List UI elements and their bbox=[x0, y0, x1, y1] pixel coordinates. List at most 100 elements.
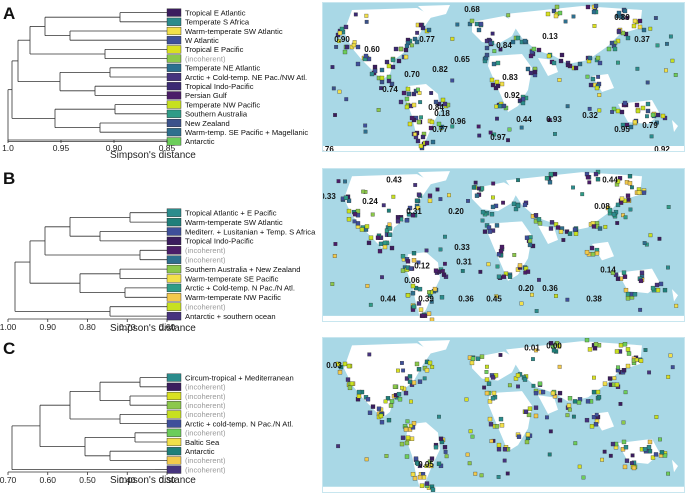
x-axis: 1.00 0.90 0.80 0.70 0.60 bbox=[0, 318, 176, 332]
distance-label: 0.38 bbox=[586, 294, 602, 303]
cluster-swatch bbox=[166, 465, 182, 474]
cluster-label: (incoherent) bbox=[185, 456, 226, 465]
tick-label: 0.40 bbox=[119, 475, 136, 485]
cluster-label: Tropical Atlantic + E Pacific bbox=[185, 209, 277, 218]
cluster-label: Temperate NW Pacific bbox=[185, 100, 260, 109]
tick-label: 1.0 bbox=[2, 143, 14, 153]
dendrogram-branch bbox=[109, 306, 167, 317]
cluster-label: Temperate S Africa bbox=[185, 18, 250, 27]
dendrogram-branch bbox=[139, 377, 167, 388]
cluster-label: (incoherent) bbox=[185, 256, 226, 265]
grid-cells bbox=[335, 337, 675, 492]
distance-label: 0.74 bbox=[382, 85, 398, 94]
cluster-label: Southern Australia bbox=[185, 110, 248, 119]
cluster-swatch bbox=[166, 17, 182, 26]
cluster-label: New Zealand bbox=[185, 119, 230, 128]
cluster-label: Tropical E Atlantic bbox=[185, 8, 246, 17]
distance-label: 0.32 bbox=[582, 111, 598, 120]
distance-label: 0.44 bbox=[602, 175, 618, 184]
cluster-swatch bbox=[166, 401, 182, 410]
distance-label: 0.01 bbox=[524, 344, 540, 353]
distance-label: 0.82 bbox=[432, 65, 448, 74]
distance-label: 0.18 bbox=[434, 109, 450, 118]
cluster-swatch bbox=[166, 8, 182, 17]
axis-title: Simpson's distance bbox=[110, 150, 196, 161]
cluster-swatch bbox=[166, 236, 182, 246]
dendrogram-branch bbox=[109, 67, 167, 78]
cluster-swatch bbox=[166, 217, 182, 227]
tick-label: 0.30 bbox=[159, 475, 176, 485]
tick-label: 0.60 bbox=[159, 322, 176, 332]
distance-label: 0.43 bbox=[386, 175, 402, 184]
dendrogram-branch bbox=[69, 391, 120, 420]
cluster-swatch bbox=[166, 63, 182, 72]
distance-label: 0.84 bbox=[428, 103, 444, 112]
dendrogram-branch bbox=[119, 414, 167, 424]
cluster-label: (incoherent) bbox=[185, 410, 226, 419]
dendrogram-branch bbox=[11, 60, 55, 119]
tick-label: 0.50 bbox=[79, 475, 96, 485]
cluster-swatch bbox=[166, 293, 182, 302]
distance-label: 0.06 bbox=[404, 276, 420, 285]
cluster-label: (incoherent) bbox=[185, 401, 226, 410]
distance-label: 0.92 bbox=[504, 91, 520, 100]
cluster-swatch bbox=[166, 91, 182, 100]
cluster-label: Warm-temperate NW Pacific bbox=[185, 293, 281, 302]
dendrogram-branch bbox=[44, 16, 120, 36]
cluster-label: Warm-temperate SE Pacific bbox=[185, 274, 279, 283]
cluster-swatch bbox=[166, 419, 182, 428]
world-map: 0.01 0.00 0.03 0.05 bbox=[322, 337, 685, 493]
cluster-label: Warm-temperate SW Atlantic bbox=[185, 218, 283, 227]
cluster-swatch bbox=[166, 118, 182, 128]
grid-cells bbox=[330, 3, 678, 151]
distance-label: 0.36 bbox=[458, 294, 474, 303]
cluster-label: (incoherent) bbox=[185, 54, 226, 63]
dendrogram-branch bbox=[59, 72, 110, 92]
dendrogram-branch bbox=[11, 425, 155, 471]
dendrogram-branch bbox=[14, 261, 110, 312]
cluster-label: Warm-temp. SE Pacific + Magellanic bbox=[185, 128, 308, 137]
tick-label: 0.85 bbox=[159, 143, 176, 153]
cluster-label: (incoherent) bbox=[185, 303, 226, 312]
distance-label: 0.60 bbox=[364, 45, 380, 54]
cluster-label: Baltic Sea bbox=[185, 438, 220, 447]
cluster-label: Circum-tropical + Mediterranean bbox=[185, 373, 294, 382]
cluster-swatch bbox=[166, 82, 182, 91]
dendrogram-branch bbox=[139, 249, 167, 261]
cluster-swatch bbox=[166, 208, 182, 217]
cluster-swatch bbox=[166, 36, 182, 45]
cluster-label: (incoherent) bbox=[185, 383, 226, 392]
panel-letter: C bbox=[3, 339, 16, 358]
dendrogram-branch bbox=[79, 273, 125, 293]
distance-label: 0.79 bbox=[642, 121, 658, 130]
tick-label: 0.60 bbox=[39, 475, 56, 485]
cluster-swatch bbox=[166, 274, 182, 283]
distance-label: 0.93 bbox=[546, 115, 562, 124]
distance-label: 0.97 bbox=[490, 133, 506, 142]
cluster-swatch bbox=[166, 45, 182, 54]
cluster-swatch bbox=[166, 100, 182, 109]
dendrogram-b: Tropical Atlantic + E PacificWarm-temper… bbox=[0, 208, 316, 333]
distance-label: 0.45 bbox=[486, 294, 502, 303]
cluster-swatch bbox=[166, 128, 182, 137]
distance-label: 0.77 bbox=[419, 35, 435, 44]
map-b: 0.43 0.44 0.33 0.24 0.31 0.20 0.08 0.33 0.31 0.12… bbox=[322, 168, 685, 322]
cluster-swatch bbox=[166, 26, 182, 36]
cluster-label: W Atlantic bbox=[185, 36, 219, 45]
cluster-swatch bbox=[166, 72, 182, 82]
axis-title: Simpson's distance bbox=[110, 323, 196, 334]
cluster-label: Tropical Indo-Pacific bbox=[185, 82, 254, 91]
map-c: 0.01 0.00 0.03 0.05 bbox=[322, 337, 685, 493]
cluster-label: (incoherent) bbox=[185, 392, 226, 401]
cluster-label: Antarctic bbox=[185, 137, 215, 146]
cluster-label: Tropical E Pacific bbox=[185, 45, 244, 54]
cluster-swatch bbox=[166, 410, 182, 419]
distance-label: 0.31 bbox=[406, 207, 422, 216]
dendrogram-branch bbox=[39, 404, 85, 447]
dendrogram-branch bbox=[69, 30, 167, 41]
grid-cells bbox=[330, 169, 679, 322]
cluster-swatch bbox=[166, 391, 182, 401]
cluster-swatch bbox=[166, 302, 182, 311]
distance-label: 0.36 bbox=[542, 284, 558, 293]
cluster-swatch bbox=[166, 428, 182, 437]
